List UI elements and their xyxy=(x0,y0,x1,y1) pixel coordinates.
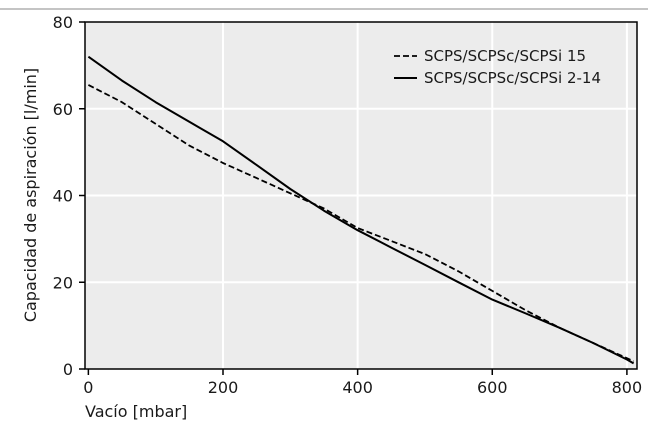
y-tick-label: 80 xyxy=(53,13,73,32)
y-tick-label: 40 xyxy=(53,187,73,206)
y-tick-label: 0 xyxy=(63,360,73,379)
y-axis-title: Capacidad de aspiración [l/min] xyxy=(21,68,40,322)
legend-label-series-2: SCPS/SCPSc/SCPSi 2-14 xyxy=(424,69,601,87)
x-tick-label: 600 xyxy=(477,378,508,397)
x-tick-label: 800 xyxy=(612,378,643,397)
series-line-2 xyxy=(87,55,635,365)
tick-labels: 0 200 400 600 800 0 20 40 60 80 xyxy=(53,13,643,397)
x-tick-label: 0 xyxy=(83,378,93,397)
legend-label-series-1: SCPS/SCPSc/SCPSi 15 xyxy=(424,47,586,65)
x-axis-title: Vacío [mbar] xyxy=(85,402,187,421)
x-tick-label: 200 xyxy=(208,378,239,397)
y-tick-label: 60 xyxy=(53,100,73,119)
series-lines xyxy=(87,55,635,365)
y-tick-label: 20 xyxy=(53,273,73,292)
ticks xyxy=(79,21,628,375)
grid-lines xyxy=(85,22,637,369)
x-tick-label: 400 xyxy=(342,378,373,397)
series-line-1 xyxy=(87,84,634,363)
legend: SCPS/SCPSc/SCPSi 15 SCPS/SCPSc/SCPSi 2-1… xyxy=(394,47,601,87)
